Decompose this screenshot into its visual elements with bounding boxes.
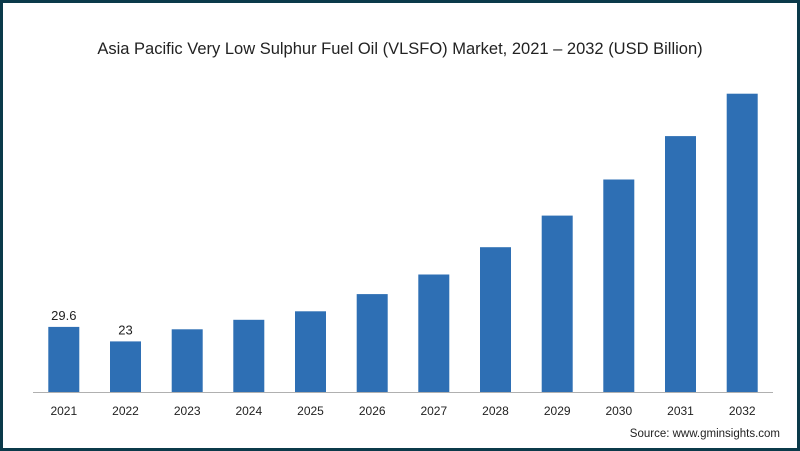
bar-2032 xyxy=(726,93,758,392)
bar-2026 xyxy=(356,294,388,392)
x-tick-label: 2022 xyxy=(112,404,139,418)
x-tick-label: 2023 xyxy=(174,404,201,418)
bar-2021 xyxy=(48,326,80,392)
bar-2027 xyxy=(418,274,450,392)
chart-title: Asia Pacific Very Low Sulphur Fuel Oil (… xyxy=(97,40,703,58)
bar-2025 xyxy=(295,311,326,392)
data-label: 29.6 xyxy=(51,308,76,323)
x-tick-label: 2031 xyxy=(667,404,694,418)
bar-2022 xyxy=(110,341,141,392)
x-tick-label: 2030 xyxy=(605,404,632,418)
x-tick-label: 2029 xyxy=(544,404,571,418)
x-tick-label: 2032 xyxy=(729,404,756,418)
x-tick-label: 2026 xyxy=(359,404,386,418)
x-tick-label: 2027 xyxy=(420,404,447,418)
x-tick-label: 2028 xyxy=(482,404,509,418)
bar-2030 xyxy=(603,179,635,392)
source-note: Source: www.gminsights.com xyxy=(629,428,780,440)
x-tick-label: 2025 xyxy=(297,404,324,418)
data-label: 23 xyxy=(118,322,132,337)
bar-2023 xyxy=(171,329,203,392)
bar-2031 xyxy=(665,136,696,392)
bar-2024 xyxy=(233,319,265,392)
bar-2029 xyxy=(541,215,573,392)
x-tick-label: 2024 xyxy=(235,404,262,418)
bar-2028 xyxy=(480,247,511,392)
x-tick-label: 2021 xyxy=(50,404,77,418)
